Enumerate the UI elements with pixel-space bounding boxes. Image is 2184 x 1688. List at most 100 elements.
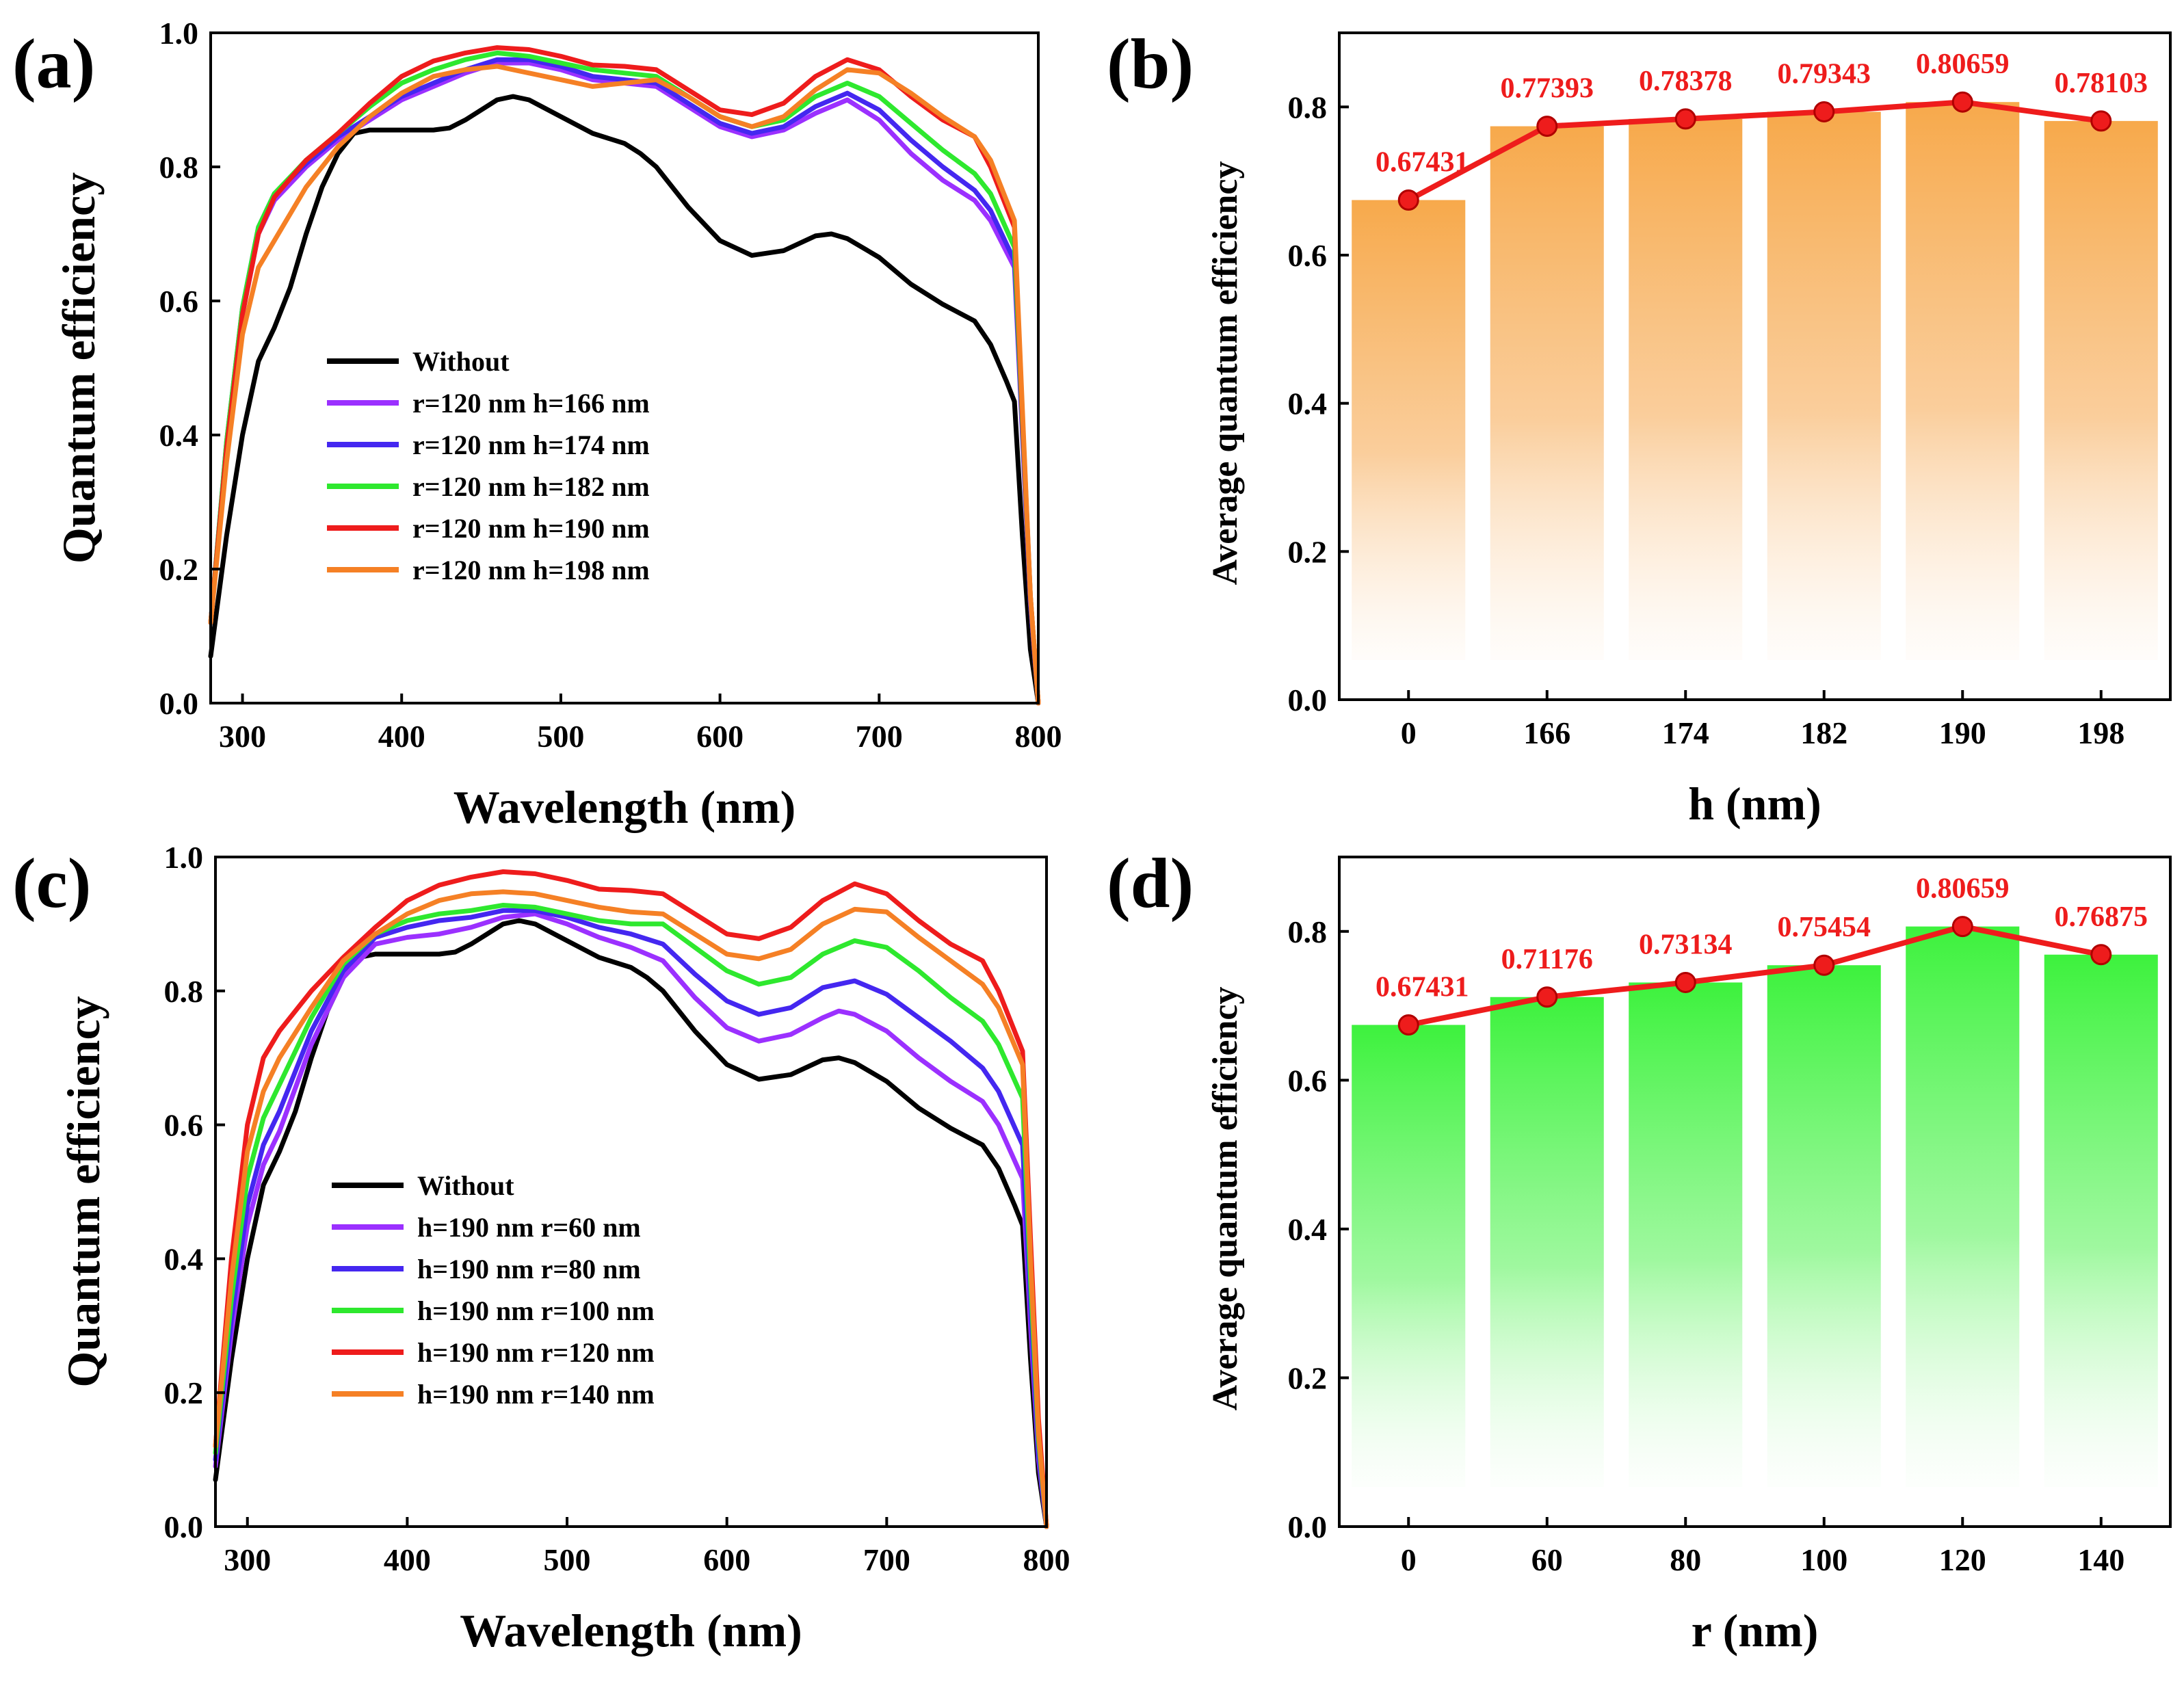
y-tick-label: 0.8 bbox=[159, 150, 199, 185]
bar-4 bbox=[1906, 102, 2020, 661]
series-line-0 bbox=[208, 94, 1041, 706]
bar-1 bbox=[1490, 126, 1604, 661]
y-tick-label: 0.2 bbox=[1288, 534, 1328, 569]
x-tick-label: 182 bbox=[1800, 715, 1847, 750]
y-tick-label: 0.0 bbox=[1288, 683, 1328, 717]
data-point-5 bbox=[2090, 944, 2112, 966]
x-tick-label: 400 bbox=[378, 719, 425, 754]
data-label-1: 0.71176 bbox=[1501, 944, 1593, 975]
plot-frame bbox=[1338, 31, 2172, 701]
x-tick-label: 166 bbox=[1523, 715, 1570, 750]
y-tick-label: 0.2 bbox=[164, 1375, 204, 1410]
x-tick-label: 500 bbox=[537, 719, 584, 754]
y-tick-label: 0.2 bbox=[159, 552, 199, 587]
x-tick-label: 700 bbox=[856, 719, 903, 754]
x-tick-label: 0 bbox=[1401, 1542, 1417, 1577]
plot-frame bbox=[209, 31, 1040, 704]
panel-label: (b) bbox=[1107, 25, 1194, 103]
x-tick-label: 100 bbox=[1800, 1542, 1847, 1577]
data-point-3 bbox=[1813, 101, 1835, 122]
data-label-3: 0.79343 bbox=[1778, 58, 1871, 90]
x-tick-label: 120 bbox=[1939, 1542, 1986, 1577]
x-axis-title: Wavelength (nm) bbox=[460, 1605, 802, 1657]
data-point-5 bbox=[2090, 110, 2112, 132]
x-tick-label: 60 bbox=[1531, 1542, 1563, 1577]
data-point-2 bbox=[1674, 971, 1696, 993]
data-label-5: 0.78103 bbox=[2055, 68, 2148, 99]
data-point-0 bbox=[1397, 1014, 1419, 1036]
data-label-0: 0.67431 bbox=[1376, 146, 1469, 178]
legend-label-0: Without bbox=[417, 1170, 514, 1201]
x-tick-label: 400 bbox=[384, 1542, 431, 1577]
legend-label-2: h=190 nm r=80 nm bbox=[417, 1254, 641, 1284]
legend-label-1: h=190 nm r=60 nm bbox=[417, 1212, 641, 1243]
data-point-4 bbox=[1951, 916, 1973, 938]
y-tick-label: 0.2 bbox=[1288, 1360, 1328, 1395]
x-tick-label: 600 bbox=[703, 1542, 750, 1577]
data-point-1 bbox=[1536, 986, 1558, 1008]
panel-label: (a) bbox=[12, 25, 95, 103]
x-axis-title: Wavelength (nm) bbox=[453, 781, 796, 833]
x-tick-label: 500 bbox=[544, 1542, 591, 1577]
y-axis-title: Quantum efficiency bbox=[57, 996, 109, 1387]
y-tick-label: 0.0 bbox=[164, 1509, 204, 1544]
data-label-0: 0.67431 bbox=[1376, 972, 1469, 1003]
y-tick-label: 0.4 bbox=[1288, 1212, 1328, 1247]
data-point-1 bbox=[1536, 116, 1558, 137]
series-line-1 bbox=[208, 60, 1041, 706]
y-tick-label: 0.6 bbox=[164, 1108, 204, 1143]
legend-label-5: h=190 nm r=140 nm bbox=[417, 1379, 655, 1410]
x-tick-label: 0 bbox=[1401, 715, 1417, 750]
y-tick-label: 0.6 bbox=[1288, 1063, 1328, 1098]
panel-a-line-chart: (a) 0.0 0.2 0.4 0.6 0.8 1.0 300 400 500 600 700 800 W… bbox=[12, 16, 1062, 833]
y-tick-label: 0.6 bbox=[159, 284, 199, 319]
panel-c-line-chart: (c) 0.0 0.2 0.4 0.6 0.8 1.0 300 400 500 600 700 800 W… bbox=[12, 840, 1070, 1657]
series-line-1 bbox=[213, 911, 1049, 1529]
panel-b-bar-chart: (b) 0.67431 0.77393 0.78378 0.79343 0.80659 0.… bbox=[1107, 25, 2172, 830]
bar-1 bbox=[1490, 997, 1604, 1487]
legend-label-3: r=120 nm h=182 nm bbox=[412, 471, 650, 502]
bar-3 bbox=[1767, 965, 1881, 1487]
data-point-2 bbox=[1674, 108, 1696, 130]
bar-2 bbox=[1629, 118, 1743, 660]
y-tick-label: 0.8 bbox=[1288, 90, 1328, 124]
y-tick-label: 0.0 bbox=[159, 686, 199, 721]
bar-5 bbox=[2044, 120, 2158, 661]
series-line-5 bbox=[213, 889, 1049, 1529]
data-label-4: 0.80659 bbox=[1916, 873, 2010, 905]
legend-label-4: r=120 nm h=190 nm bbox=[412, 513, 650, 544]
data-label-2: 0.73134 bbox=[1639, 929, 1733, 960]
data-point-3 bbox=[1813, 954, 1835, 976]
data-label-1: 0.77393 bbox=[1501, 73, 1594, 105]
bar-4 bbox=[1906, 926, 2020, 1487]
legend-label-0: Without bbox=[412, 346, 510, 377]
panel-label: (c) bbox=[12, 844, 91, 923]
series-line-5 bbox=[208, 64, 1041, 706]
panel-label: (d) bbox=[1107, 844, 1194, 923]
x-axis-title: r (nm) bbox=[1692, 1605, 1819, 1657]
legend-label-4: h=190 nm r=120 nm bbox=[417, 1337, 655, 1368]
data-label-5: 0.76875 bbox=[2055, 901, 2148, 933]
panel-d-bar-chart: (d) 0.67431 0.71176 0.73134 0.75454 0.80659 0.… bbox=[1107, 844, 2172, 1657]
y-tick-label: 0.4 bbox=[159, 418, 199, 453]
bar-0 bbox=[1352, 200, 1466, 660]
bar-3 bbox=[1767, 111, 1881, 661]
data-point-4 bbox=[1951, 91, 1973, 113]
trend-line bbox=[1408, 923, 2102, 1028]
legend-label-2: r=120 nm h=174 nm bbox=[412, 430, 650, 460]
data-label-3: 0.75454 bbox=[1778, 912, 1871, 943]
legend-label-3: h=190 nm r=100 nm bbox=[417, 1295, 655, 1326]
plot-frame bbox=[214, 856, 1048, 1528]
y-tick-label: 0.8 bbox=[1288, 914, 1328, 949]
series-line-3 bbox=[213, 903, 1049, 1529]
legend-label-5: r=120 nm h=198 nm bbox=[412, 555, 650, 585]
data-label-2: 0.78378 bbox=[1639, 66, 1733, 97]
x-tick-label: 300 bbox=[219, 719, 266, 754]
x-tick-label: 300 bbox=[224, 1542, 271, 1577]
legend-label-1: r=120 nm h=166 nm bbox=[412, 388, 650, 419]
x-tick-label: 80 bbox=[1670, 1542, 1701, 1577]
plot-frame bbox=[1338, 856, 2172, 1528]
bar-0 bbox=[1352, 1025, 1466, 1487]
y-tick-label: 1.0 bbox=[159, 16, 199, 51]
